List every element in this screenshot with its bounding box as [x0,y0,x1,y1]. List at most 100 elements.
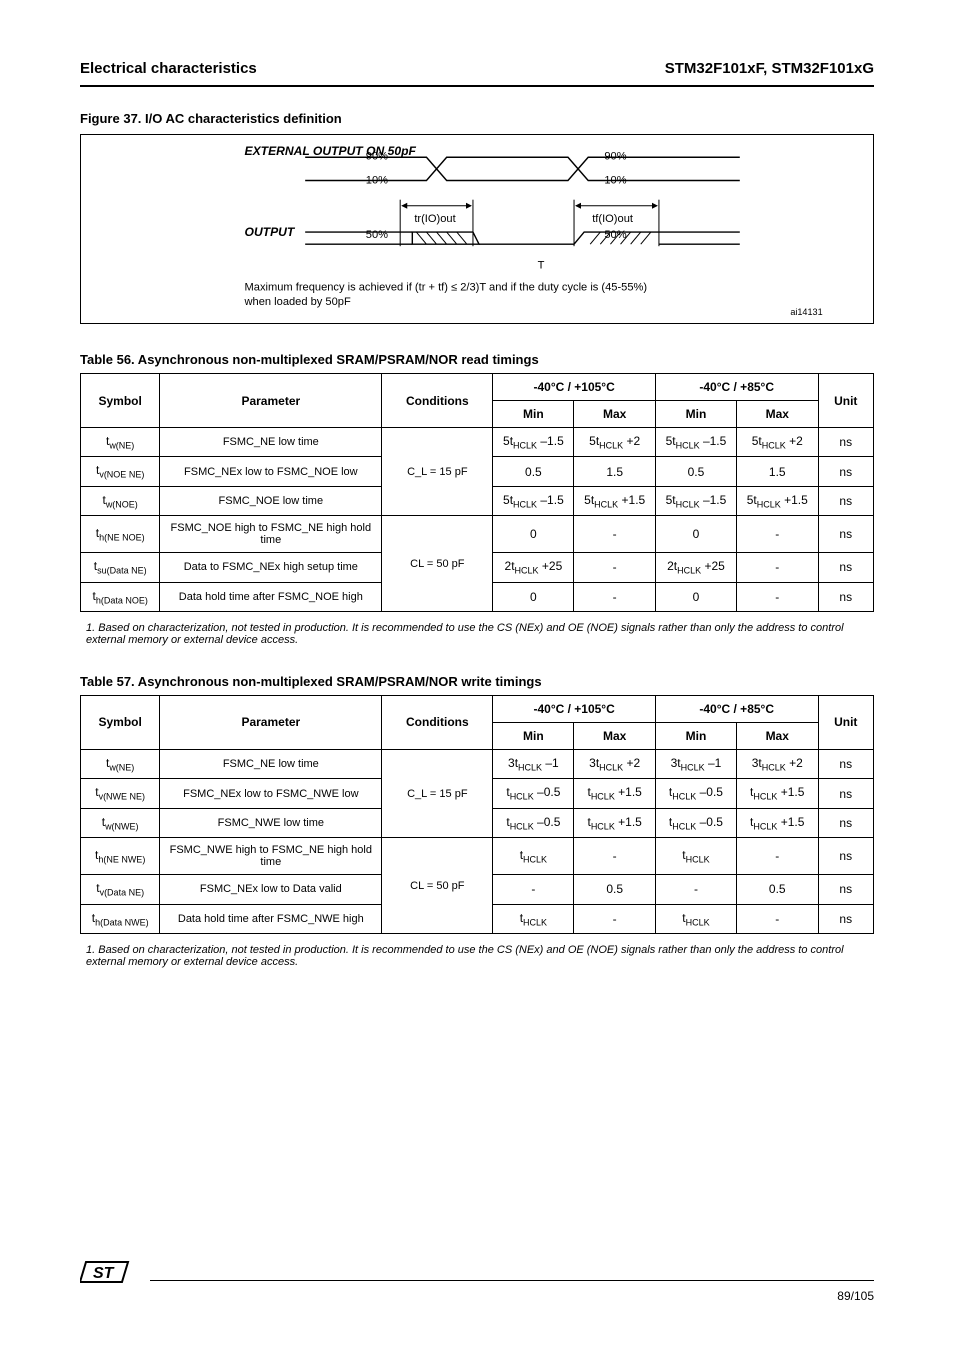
table56-sub-max1: Max [574,401,655,428]
st-logo: ST [80,1258,134,1291]
table56-max85: - [737,553,819,582]
table56-cond-a: C_L = 15 pF [382,428,493,516]
table57-sub-max2: Max [736,722,818,749]
table57-desc: FSMC_NEx low to Data valid [160,875,382,904]
table57: Symbol Parameter Conditions -40°C / +105… [80,695,874,934]
table57-sub-min2: Min [655,722,736,749]
table56-sym: th(NE NOE) [81,516,160,553]
table57-desc: Data hold time after FSMC_NWE high [160,904,382,933]
table57-unit: ns [818,875,874,904]
table57-desc: FSMC_NEx low to FSMC_NWE low [160,779,382,808]
table57-unit: ns [818,838,874,875]
table57-caption: Table 57. Asynchronous non-multiplexed S… [80,674,874,689]
level-90-b: 90% [604,150,626,162]
table57-sym: th(Data NWE) [81,904,160,933]
table57-min105: tHCLK –0.5 [493,808,574,837]
table57-max105: - [574,904,655,933]
table56-sub-min2: Min [655,401,736,428]
table56-unit: ns [818,457,874,486]
table56-sym: th(Data NOE) [81,582,160,611]
table56: Symbol Parameter Conditions -40°C / +105… [80,373,874,612]
table57-note: 1. Based on characterization, not tested… [80,944,874,968]
timing-diagram-svg: EXTERNAL OUTPUT ON 50pF 90% 90% 10% 10% [81,135,873,323]
table56-min105: 0 [493,582,574,611]
table57-desc: FSMC_NWE high to FSMC_NE high hold time [160,838,382,875]
table57-max105: tHCLK +1.5 [574,779,655,808]
level-50-a: 50% [366,229,388,241]
table57-unit: ns [818,749,874,778]
table56-col-85: -40°C / +85°C [655,374,818,401]
page-number: 89/105 [837,1289,874,1303]
section-heading: Electrical characteristics [80,60,257,77]
table57-sym: tv(Data NE) [81,875,160,904]
table56-sym: tsu(Data NE) [81,553,160,582]
table57-min85: tHCLK [655,838,736,875]
table57-cond-a: C_L = 15 pF [382,749,493,837]
table56-max105: 5tHCLK +2 [574,428,655,457]
table57-min85: tHCLK [655,904,736,933]
table57-min85: tHCLK –0.5 [655,779,736,808]
table57-max105: 0.5 [574,875,655,904]
table56-min85: 0 [655,582,736,611]
table57-max85: 0.5 [736,875,818,904]
table57-max105: tHCLK +1.5 [574,808,655,837]
timing-figure: EXTERNAL OUTPUT ON 50pF 90% 90% 10% 10% [80,134,874,324]
table56-max85: 5tHCLK +1.5 [737,486,819,515]
table57-max85: - [736,838,818,875]
signal-label-top: EXTERNAL OUTPUT ON 50pF [245,144,417,158]
table57-sym: tv(NWE NE) [81,779,160,808]
table56-col-symbol: Symbol [81,374,160,428]
table56-desc: FSMC_NOE high to FSMC_NE high hold time [160,516,382,553]
table56-min85: 2tHCLK +25 [655,553,736,582]
table57-min105: tHCLK [493,904,574,933]
table57-sym: tw(NWE) [81,808,160,837]
doc-title: STM32F101xF, STM32F101xG [665,60,874,77]
table57-min85: tHCLK –0.5 [655,808,736,837]
table56-sub-min1: Min [493,401,574,428]
table57-col-85: -40°C / +85°C [655,695,818,722]
table56-max85: - [737,516,819,553]
table57-min85: 3tHCLK –1 [655,749,736,778]
table56-sym: tw(NOE) [81,486,160,515]
table57-max85: tHCLK +1.5 [736,808,818,837]
table57-unit: ns [818,904,874,933]
table57-max85: - [736,904,818,933]
page-root: Electrical characteristics STM32F101xF, … [0,0,954,1036]
table56-desc: FSMC_NOE low time [160,486,382,515]
table57-min85: - [655,875,736,904]
table56-row: tw(NE)FSMC_NE low timeC_L = 15 pF5tHCLK … [81,428,874,457]
table56-max105: 1.5 [574,457,655,486]
table57-row: tw(NE)FSMC_NE low timeC_L = 15 pF3tHCLK … [81,749,874,778]
table56-col-parameter: Parameter [160,374,382,428]
footer-rule [150,1280,874,1281]
svg-text:ST: ST [93,1265,115,1282]
table57-unit: ns [818,779,874,808]
table56-col-105: -40°C / +105°C [493,374,656,401]
table56-desc: FSMC_NEx low to FSMC_NOE low [160,457,382,486]
table56-desc: FSMC_NE low time [160,428,382,457]
table56-min105: 0.5 [493,457,574,486]
table56-min105: 5tHCLK –1.5 [493,428,574,457]
table56-max85: 1.5 [737,457,819,486]
table56-min105: 0 [493,516,574,553]
table56-min85: 5tHCLK –1.5 [655,486,736,515]
header-rule [80,85,874,87]
table56-desc: Data to FSMC_NEx high setup time [160,553,382,582]
table57-max85: tHCLK +1.5 [736,779,818,808]
table56-min105: 2tHCLK +25 [493,553,574,582]
table56-max105: - [574,553,655,582]
table56-desc: Data hold time after FSMC_NOE high [160,582,382,611]
table56-note: 1. Based on characterization, not tested… [80,622,874,646]
table56-max85: - [737,582,819,611]
table57-min105: 3tHCLK –1 [493,749,574,778]
table56-sym: tw(NE) [81,428,160,457]
table56-max105: - [574,582,655,611]
table57-max85: 3tHCLK +2 [736,749,818,778]
table56-sub-max2: Max [737,401,819,428]
table57-min105: tHCLK [493,838,574,875]
figure-caption: Figure 37. I/O AC characteristics defini… [80,111,874,126]
figure-note-2: when loaded by 50pF [244,296,351,308]
figure-note-1: Maximum frequency is achieved if (tr + t… [245,282,648,294]
table56-unit: ns [818,582,874,611]
dim-fall: tf(IO)out [592,213,633,225]
